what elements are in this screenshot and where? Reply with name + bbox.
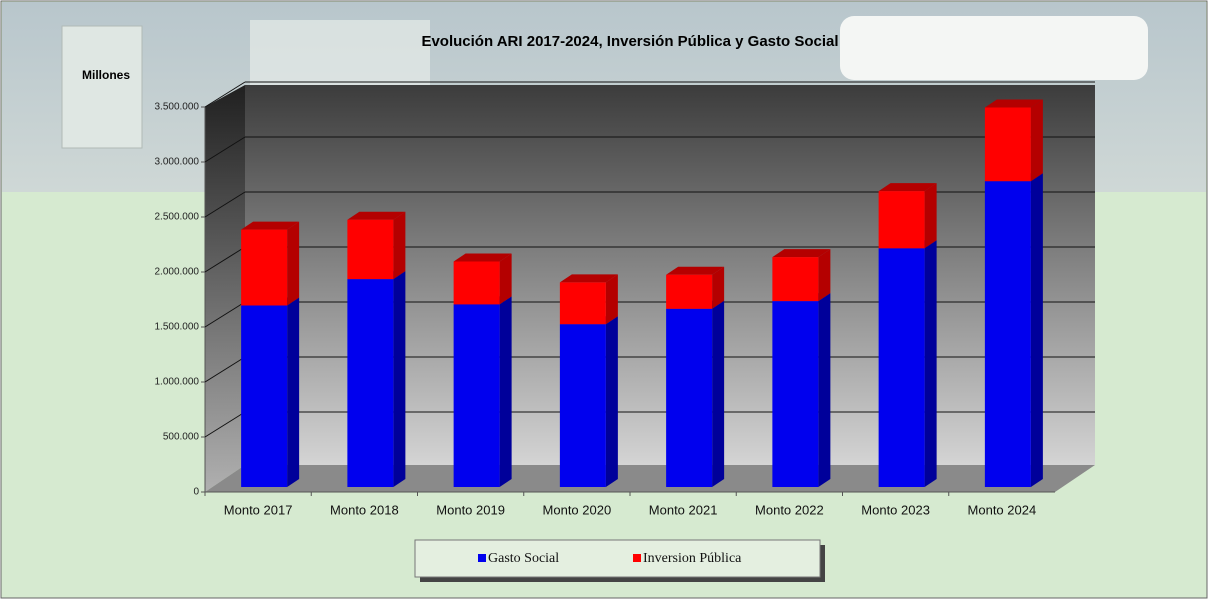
building xyxy=(250,20,430,90)
chart-title: Evolución ARI 2017-2024, Inversión Públi… xyxy=(421,33,838,50)
y-tick-label: 0 xyxy=(193,487,199,498)
bar-side xyxy=(712,266,725,309)
y-tick-label: 3.000.000 xyxy=(155,157,200,168)
bar xyxy=(559,324,606,487)
y-axis-label: Millones xyxy=(82,68,130,82)
bar xyxy=(984,107,1031,182)
y-tick-label: 1.500.000 xyxy=(155,322,200,333)
bar-top xyxy=(241,221,300,230)
bar xyxy=(241,305,288,487)
legend-swatch xyxy=(633,554,641,562)
x-tick-label: Monto 2017 xyxy=(224,502,293,517)
side-wall xyxy=(205,85,245,492)
bar-side xyxy=(605,274,618,325)
bar-side xyxy=(499,296,512,487)
x-tick-label: Monto 2024 xyxy=(968,502,1037,517)
bar xyxy=(347,219,394,280)
logo-gobierno xyxy=(61,25,143,149)
bar xyxy=(347,279,394,487)
grid-line xyxy=(204,411,246,438)
y-tick-label: 2.000.000 xyxy=(155,267,200,278)
bar xyxy=(666,274,713,309)
bar-side xyxy=(287,221,300,306)
bar-side xyxy=(393,211,406,280)
bar-side xyxy=(1030,173,1043,487)
y-tick-label: 500.000 xyxy=(163,432,200,443)
legend-label: Inversion Pública xyxy=(643,551,742,566)
bar-side xyxy=(393,271,406,487)
bar xyxy=(984,181,1031,487)
y-tick-label: 2.500.000 xyxy=(155,212,200,223)
y-tick-label: 3.500.000 xyxy=(155,102,200,113)
legend-label: Gasto Social xyxy=(488,551,559,566)
bar-top xyxy=(453,253,512,262)
bar-top xyxy=(984,99,1043,108)
bar-side xyxy=(924,183,937,249)
bar xyxy=(453,304,500,487)
bar-top xyxy=(347,211,406,220)
floor xyxy=(205,465,1095,492)
x-tick-label: Monto 2023 xyxy=(861,502,930,517)
grid-line xyxy=(204,246,246,273)
bar-top xyxy=(559,274,618,283)
grid-line xyxy=(204,81,246,108)
bar-side xyxy=(818,249,831,302)
grid-line xyxy=(204,136,246,163)
bar-side xyxy=(712,300,725,487)
x-tick-label: Monto 2019 xyxy=(436,502,505,517)
bar xyxy=(878,248,925,487)
bar-side xyxy=(924,240,937,487)
bar xyxy=(878,191,925,249)
bar xyxy=(453,261,500,305)
x-tick-label: Monto 2020 xyxy=(543,502,612,517)
bar-side xyxy=(605,316,618,487)
bar-side xyxy=(287,297,300,487)
bar-top xyxy=(772,249,831,258)
bar-side xyxy=(499,253,512,305)
grid-line xyxy=(204,356,246,383)
bar-top xyxy=(666,266,725,275)
x-tick-label: Monto 2022 xyxy=(755,502,824,517)
logo-juntos xyxy=(840,16,1148,80)
x-tick-label: Monto 2021 xyxy=(649,502,718,517)
bar xyxy=(666,308,713,487)
bar xyxy=(772,257,819,302)
legend xyxy=(414,539,821,578)
bar xyxy=(559,282,606,325)
x-tick-label: Monto 2018 xyxy=(330,502,399,517)
bar-top xyxy=(878,183,937,192)
bar-side xyxy=(818,293,831,487)
grid-line xyxy=(204,301,246,328)
bar-side xyxy=(1030,99,1043,182)
grid-line xyxy=(204,191,246,218)
legend-swatch xyxy=(478,554,486,562)
bar xyxy=(772,301,819,487)
y-tick-label: 1.000.000 xyxy=(155,377,200,388)
bar xyxy=(241,229,288,306)
